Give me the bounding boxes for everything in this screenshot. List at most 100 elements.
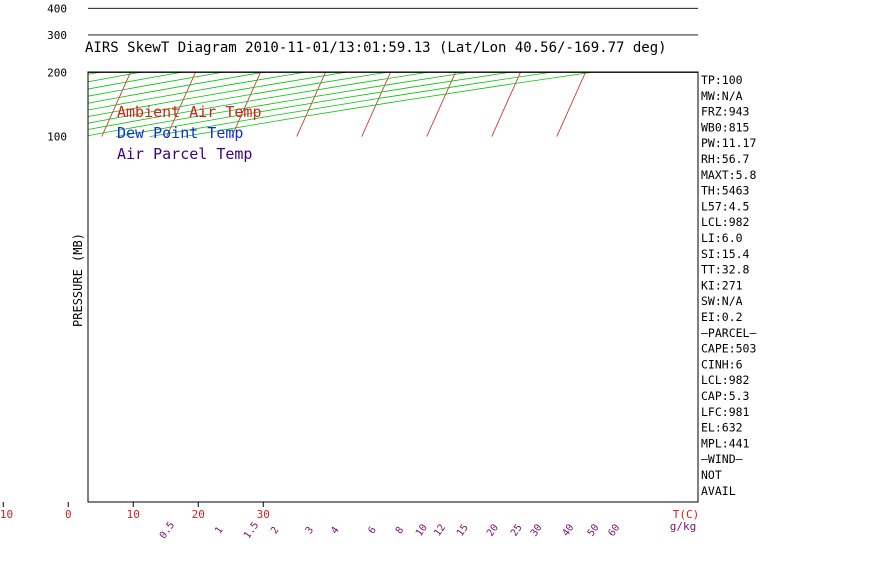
mixing-ratio-tick-label: 12 (432, 522, 448, 538)
mixing-ratio-line (106, 0, 253, 35)
plot-area (0, 0, 748, 137)
stability-index-label: LI:6.0 (701, 231, 743, 245)
stability-index-label: NOT (701, 468, 722, 482)
temp-tick-label-bottom: 30 (257, 508, 270, 521)
temp-tick-label-bottom: 0 (65, 508, 72, 521)
legend: Ambient Air Temp Dew Point Temp Air Parc… (117, 103, 262, 163)
stability-index-label: CAP:5.3 (701, 389, 750, 403)
pressure-tick-label: 300 (47, 29, 67, 42)
stability-index-label: EI:0.2 (701, 310, 743, 324)
mixing-unit-label: g/kg (670, 520, 697, 533)
dry-adiabat-line (0, 0, 748, 137)
temp-tick-label-bottom: 10 (127, 508, 140, 521)
stability-index-label: FRZ:943 (701, 105, 750, 119)
mixing-ratio-tick-label: 2 (269, 525, 281, 536)
dry-adiabat-line (183, 72, 597, 137)
temp-tick-label-bottom: -10 (0, 508, 13, 521)
mixing-ratio-line (420, 0, 616, 35)
chart-title: AIRS SkewT Diagram 2010-11-01/13:01:59.1… (85, 40, 667, 56)
stability-index-label: —WIND— (701, 452, 743, 466)
mixing-ratio-line (127, 0, 277, 35)
moist-adiabat-line (0, 0, 485, 73)
stability-index-label: —PARCEL— (701, 326, 756, 340)
mixing-ratio-tick-label: 10 (414, 522, 430, 538)
mixing-ratio-tick-label: 6 (366, 525, 378, 536)
mixing-ratio-line (255, 0, 424, 35)
stability-index-label: PW:11.17 (701, 136, 756, 150)
mixing-ratio-tick-label: 8 (394, 525, 406, 536)
mixing-ratio-line (337, 0, 519, 35)
stability-index-label: MPL:441 (701, 436, 750, 450)
legend-dew-point-temp: Dew Point Temp (117, 124, 243, 142)
mixing-ratio-line (271, 0, 443, 35)
temp-tick-label-bottom: 20 (192, 508, 205, 521)
mixing-ratio-line (381, 0, 571, 35)
pressure-tick-label: 200 (47, 66, 67, 79)
dry-adiabat-line (0, 0, 683, 137)
mixing-ratio-line (316, 0, 495, 35)
mixing-ratio-tick-label: 3 (304, 525, 316, 536)
mixing-ratio-tick-label: 20 (485, 523, 501, 539)
mixing-ratio-line (402, 0, 595, 35)
pressure-tick-label: 400 (47, 2, 67, 15)
legend-air-parcel-temp: Air Parcel Temp (117, 145, 252, 163)
y-axis-label: PRESSURE (MB) (71, 233, 85, 327)
stability-index-label: WB0:815 (701, 120, 749, 134)
stability-index-label: LFC:981 (701, 405, 750, 419)
background-lines (0, 0, 748, 137)
mixing-ratio-tick-label: 1 (213, 525, 225, 536)
stability-index-label: SI:15.4 (701, 247, 750, 261)
mixing-ratio-line (354, 0, 539, 35)
isotherm-line (491, 72, 522, 137)
isotherm-line (101, 72, 132, 137)
isotherm-line (426, 72, 457, 137)
moist-adiabat-line (216, 72, 220, 73)
stability-index-label: LCL:982 (701, 373, 749, 387)
moist-adiabat-line (0, 0, 251, 73)
moist-adiabat-line (0, 0, 277, 73)
mixing-ratio-tick-label: 1.5 (242, 520, 261, 541)
temp-unit-label: T(C) (673, 508, 700, 521)
stability-index-label: RH:56.7 (701, 152, 750, 166)
stability-index-label: MAXT:5.8 (701, 168, 756, 182)
stability-index-label: MW:N/A (701, 89, 743, 103)
isotherm-line (231, 72, 262, 137)
mixing-ratio-line (180, 0, 338, 35)
stability-index-label: TH:5463 (701, 184, 750, 198)
moist-adiabat-line (0, 0, 199, 73)
moist-adiabat-line (76, 0, 537, 73)
mixing-ratio-tick-label: 25 (509, 522, 525, 538)
stability-index-label: LCL:982 (701, 215, 749, 229)
mixing-ratio-tick-label: 50 (586, 522, 602, 538)
stability-index-label: AVAIL (701, 484, 736, 498)
legend-ambient-air-temp: Ambient Air Temp (117, 103, 262, 121)
mixing-ratio-tick-label: 40 (561, 522, 577, 538)
stability-index-label: EL:632 (701, 421, 743, 435)
mixing-ratio-line (212, 0, 375, 35)
moist-adiabat-line (0, 0, 303, 73)
mixing-ratio-tick-label: 0.5 (158, 520, 177, 541)
isotherm-line (296, 72, 327, 137)
pressure-tick-label: 100 (47, 131, 67, 144)
mixing-ratio-tick-label: 15 (455, 522, 471, 538)
stability-index-label: L57:4.5 (701, 199, 749, 213)
plot-frame (87, 71, 699, 503)
mixing-ratio-tick-label: 4 (329, 525, 341, 536)
mixing-ratio-line (158, 0, 312, 35)
mixing-ratio-tick-label: 60 (606, 523, 622, 539)
moist-adiabat-line (0, 0, 511, 73)
isotherm-line (361, 72, 392, 137)
stability-index-label: SW:N/A (701, 294, 743, 308)
mixing-ratio-line (236, 0, 402, 35)
stability-index-label: TP:100 (701, 73, 743, 87)
stability-index-label: TT:32.8 (701, 263, 750, 277)
stability-index-label: CAPE:503 (701, 342, 756, 356)
stability-index-label: KI:271 (701, 278, 743, 292)
moist-adiabat-line (153, 72, 157, 73)
mixing-ratio-line (290, 0, 465, 35)
mixing-ratio-tick-label: 30 (529, 523, 545, 539)
isotherm-line (166, 72, 197, 137)
